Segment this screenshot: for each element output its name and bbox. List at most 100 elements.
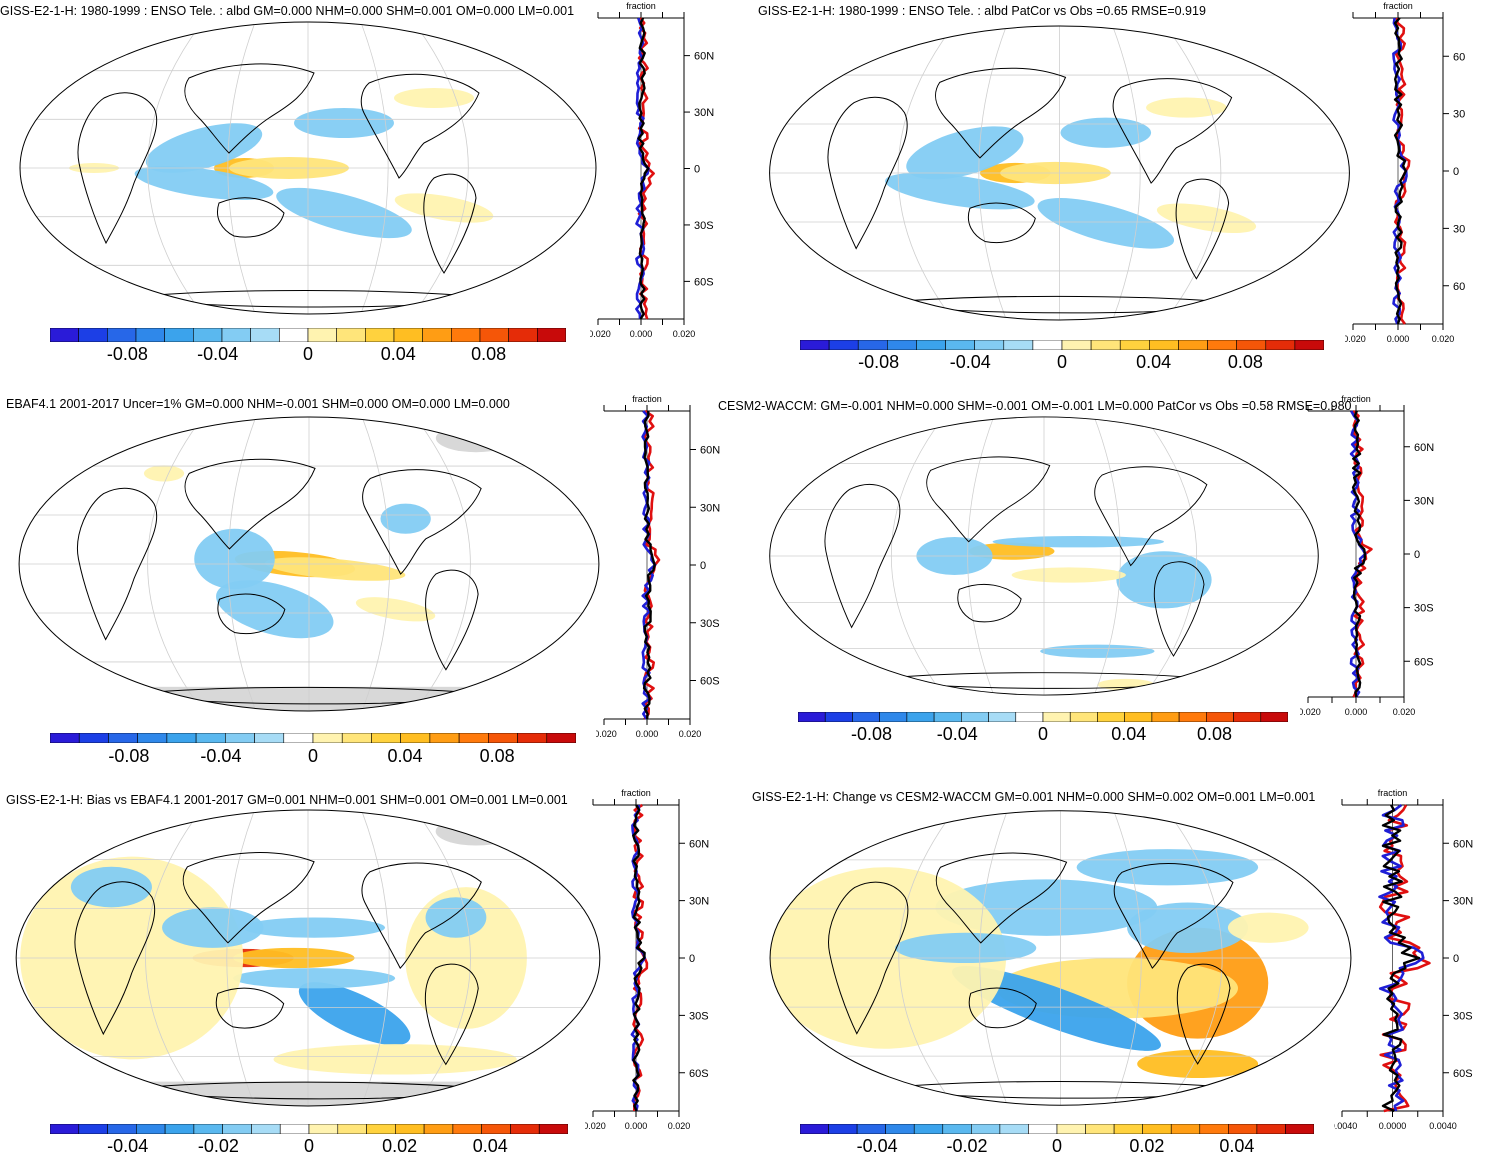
anomaly-patch [1040,644,1155,658]
zonal-lat-label: 0 [694,164,700,176]
colorbar-swatch [1265,340,1296,350]
colorbar-swatch [135,328,165,342]
coastline [1175,178,1230,280]
zonal-axis-title: fraction [632,394,662,404]
panel-4-title: CESM2-WACCM: GM=-0.001 NHM=0.000 SHM=-0.… [718,399,1352,413]
zonal-lat-label: 60N [700,445,720,457]
colorbar-5-label: -0.02 [197,1136,239,1156]
gridline-lon [891,416,944,696]
zonal-lat-label: 30 [1453,109,1465,121]
zonal-x-label: 0.020 [1432,334,1455,344]
anomaly-patch [216,580,334,639]
zonal-x-label: -0.020 [1300,707,1321,717]
coastline [217,593,286,634]
colorbar-swatch [481,1124,511,1134]
colorbar-swatch [906,712,935,722]
gridline-lon [227,417,257,711]
colorbar-swatch [916,340,946,350]
colorbar-4-label: -0.08 [850,724,893,744]
anomaly-patch [1156,203,1257,234]
anomaly-patch [1060,117,1152,148]
colorbar-swatch [395,1124,425,1134]
coastline [935,852,1068,944]
map-content [19,417,599,711]
coastline [935,67,1067,159]
coastline [361,862,482,969]
zonal-x-label: -0.020 [590,329,611,339]
zonal-x-label: 0.000 [630,329,653,339]
colorbar-5 [50,1124,568,1134]
colorbar-3-label: 0 [307,746,319,766]
coastline [77,92,158,245]
colorbar-6-label: 0.02 [1129,1136,1165,1156]
coastline [182,852,315,944]
gridline-lon [360,22,389,314]
colorbar-swatch [1178,712,1207,722]
colorbar-swatch [1090,340,1121,350]
zonal-lat-label: 60 [1453,51,1465,63]
zonal-lat-label: 60N [694,51,714,63]
zonal-lat-label: 0 [1453,166,1459,178]
colorbar-6-label: -0.04 [856,1136,898,1156]
map-3 [18,416,600,712]
colorbar-swatch [312,733,343,743]
colorbar-swatch [510,1124,540,1134]
map-content [20,22,596,314]
colorbar-swatch [336,328,366,342]
zonal-x-label: -0.020 [585,1121,606,1131]
colorbar-2-label: 0 [1056,352,1068,372]
panel-1-title: GISS-E2-1-H: 1980-1999 : ENSO Tele. : al… [0,4,575,18]
coastline [184,458,316,550]
zonal-x-label: 0.000 [1387,334,1410,344]
gridline-lon [414,810,471,1106]
map-content [769,416,1319,696]
colorbar-swatch [1032,340,1063,350]
colorbar-swatch [1206,712,1234,722]
colorbar-swatch [429,733,460,743]
gridline-lon [897,26,954,320]
anomaly-patch [1037,198,1175,249]
no-data-region [435,817,517,846]
anomaly-patch [294,108,394,138]
colorbar-swatch [78,328,108,342]
zonal-x-label: 0.0040 [1429,1121,1457,1131]
gridline-lon [1144,416,1197,696]
anomaly-patch [951,966,1161,1051]
colorbar-2-label: 0.08 [1227,352,1263,372]
coastline [1094,466,1208,567]
coastline [827,96,908,250]
zonal-x-label: 0.0000 [1379,1121,1407,1131]
colorbar-5-label: -0.04 [107,1136,149,1156]
zonal-mean-plot-4: fraction 60N 30N 0 30S 60S -0.020 0.000 0.020 [1300,394,1434,717]
anomaly-patch [992,536,1164,548]
zonal-lat-label: 60S [689,1068,709,1080]
colorbar-swatch [879,712,908,722]
colorbar-swatch [1236,340,1267,350]
colorbar-swatch [78,1124,108,1134]
anomaly-patch [394,193,494,223]
coastline [824,483,901,629]
zonal-axis-title: fraction [1341,394,1371,404]
colorbar-swatch [254,733,285,743]
colorbar-swatch [193,1124,223,1134]
colorbar-swatch [1056,1124,1086,1134]
zonal-x-label: -0.020 [1345,334,1366,344]
colorbar-swatch [856,1124,886,1134]
anomaly-patch [1011,567,1126,583]
colorbar-swatch [1085,1124,1115,1134]
anomaly-patch [906,126,1024,180]
colorbar-swatch [50,733,80,743]
colorbar-swatch [366,1124,396,1134]
zonal-line-black [1351,410,1367,698]
zonal-lat-label: 60N [1453,838,1473,850]
colorbar-1-label: -0.08 [106,344,148,364]
panel-5-title: GISS-E2-1-H: Bias vs EBAF4.1 2001-2017 G… [6,793,568,807]
coastline [424,963,479,1066]
colorbar-5-label: 0.02 [382,1136,418,1156]
gridline-lon [1112,26,1141,320]
gridline-lon [226,810,255,1106]
coastline [1176,963,1231,1065]
colorbar-1 [50,328,566,342]
colorbar-swatch [308,1124,339,1134]
anomaly-patch [134,166,274,200]
